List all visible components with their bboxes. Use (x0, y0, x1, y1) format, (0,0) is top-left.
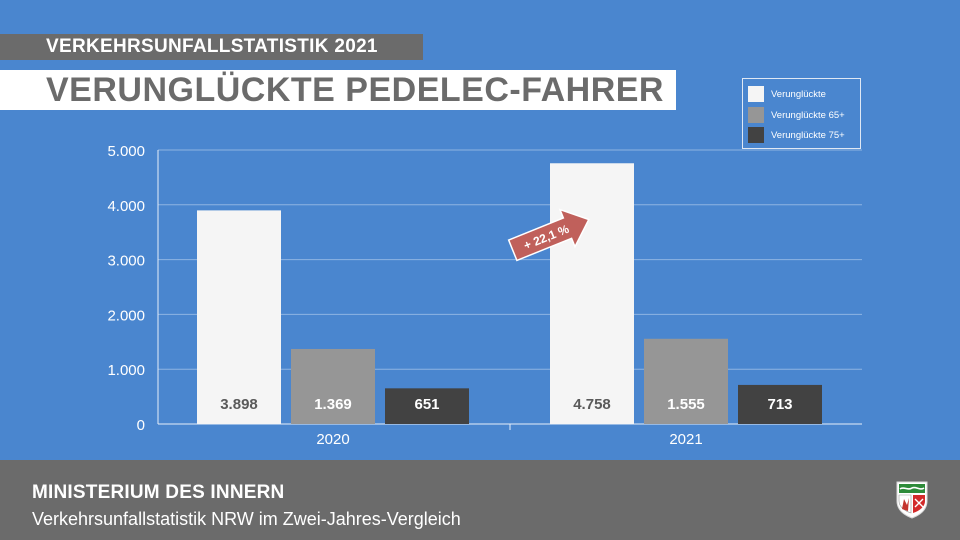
data-label: 3.898 (220, 396, 258, 413)
legend-swatch (748, 86, 764, 102)
chart-bars (197, 163, 822, 424)
legend-item-verunglueckte-75: Verunglückte 75+ (748, 127, 845, 143)
legend-item-verunglueckte: Verunglückte (748, 86, 826, 102)
legend-swatch (748, 127, 764, 143)
growth-arrow-shape (507, 208, 590, 262)
legend-item-verunglueckte-65: Verunglückte 65+ (748, 107, 845, 123)
legend-label: Verunglückte 75+ (771, 129, 845, 141)
data-label: 1.555 (667, 396, 705, 413)
nrw-crest-icon (896, 481, 928, 519)
legend-swatch (748, 107, 764, 123)
y-tick-label: 0 (137, 417, 145, 434)
legend-label: Verunglückte (771, 88, 826, 100)
page-title: VERUNGLÜCKTE PEDELEC-FAHRER (0, 70, 676, 110)
x-tick-label: 2021 (669, 431, 702, 448)
data-label: 1.369 (314, 396, 352, 413)
chart-data-labels: 3.898 1.369 651 2020 4.758 1.555 713 2021 (220, 396, 792, 448)
y-tick-label: 1.000 (107, 362, 145, 379)
y-tick-label: 2.000 (107, 307, 145, 324)
chart-annotation: + 22,1 % (507, 208, 590, 262)
data-label: 651 (414, 396, 439, 413)
bar-2020-1 (197, 210, 281, 424)
bar-2021-2 (644, 338, 728, 424)
chart-legend: Verunglückte Verunglückte 65+ Verunglück… (742, 78, 861, 149)
footer-title: MINISTERIUM DES INNERN (32, 482, 285, 503)
bar-2020-2 (291, 348, 375, 424)
bar-2021-3 (738, 384, 822, 424)
bar-2020-3 (385, 388, 469, 424)
data-label: 4.758 (573, 396, 611, 413)
footer: MINISTERIUM DES INNERN Verkehrsunfallsta… (0, 460, 960, 540)
y-tick-label: 3.000 (107, 253, 145, 270)
data-label: 713 (767, 396, 792, 413)
legend-label: Verunglückte 65+ (771, 109, 845, 121)
y-tick-label: 4.000 (107, 198, 145, 215)
x-tick-label: 2020 (316, 431, 349, 448)
footer-subtitle: Verkehrsunfallstatistik NRW im Zwei-Jahr… (32, 509, 461, 529)
growth-arrow: + 22,1 % (507, 208, 590, 262)
kicker-title: VERKEHRSUNFALLSTATISTIK 2021 (0, 34, 423, 60)
bar-chart: 0 1.000 2.000 3.000 4.000 5.000 3.898 1.369 651… (107, 143, 862, 448)
y-tick-label: 5.000 (107, 143, 145, 160)
bar-2021-1 (550, 163, 634, 424)
